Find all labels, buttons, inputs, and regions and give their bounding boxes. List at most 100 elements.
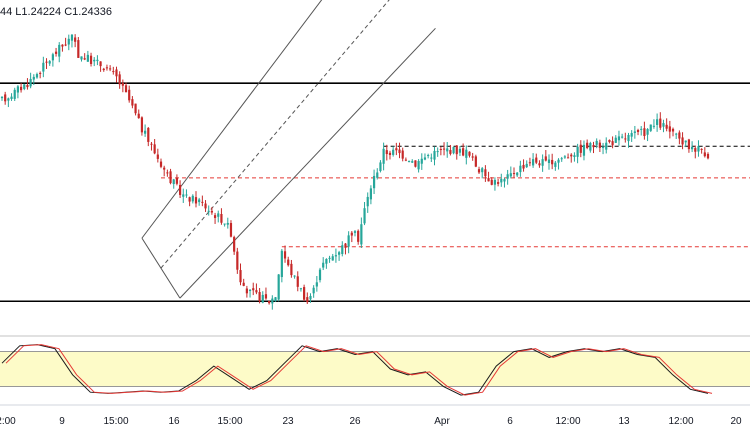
- candle: [586, 139, 589, 150]
- candle: [163, 165, 166, 177]
- candle: [560, 156, 563, 162]
- candle: [334, 248, 338, 263]
- candle: [89, 52, 93, 67]
- candle: [662, 119, 665, 133]
- candle: [617, 130, 621, 146]
- candle: [245, 285, 248, 298]
- candle: [118, 71, 121, 89]
- stochastic-d-line: [5, 344, 713, 396]
- main-price-panel[interactable]: [0, 0, 750, 310]
- candle: [45, 58, 48, 69]
- candle: [264, 287, 268, 300]
- candle: [481, 166, 484, 179]
- candle: [353, 229, 357, 237]
- candle: [407, 160, 411, 163]
- candle: [547, 154, 551, 170]
- candle: [509, 166, 512, 179]
- candle: [627, 132, 630, 148]
- candle: [684, 140, 687, 148]
- candle: [271, 295, 274, 310]
- candle: [93, 57, 96, 67]
- candle: [258, 288, 261, 304]
- candle: [557, 158, 560, 170]
- candle: [341, 241, 344, 257]
- candle: [436, 147, 439, 157]
- candle: [236, 247, 239, 274]
- candle: [226, 217, 229, 229]
- candle: [23, 83, 26, 91]
- candle: [605, 137, 608, 154]
- candle: [484, 165, 487, 182]
- candle: [268, 300, 271, 305]
- candle: [261, 291, 264, 304]
- candle: [26, 78, 29, 90]
- candle: [636, 128, 640, 136]
- candle: [207, 205, 210, 216]
- candle: [487, 171, 490, 182]
- candle: [344, 242, 347, 255]
- candle: [80, 56, 83, 62]
- candle: [140, 116, 144, 136]
- candle: [124, 82, 128, 93]
- candle: [13, 87, 16, 101]
- candle: [153, 138, 156, 155]
- candle: [290, 259, 293, 278]
- candle: [690, 141, 694, 153]
- candle: [77, 37, 80, 58]
- candle: [652, 119, 656, 129]
- candle: [134, 103, 137, 116]
- candle: [703, 147, 706, 158]
- candle: [385, 144, 388, 161]
- candle: [372, 169, 376, 195]
- candle: [576, 143, 579, 164]
- candle: [551, 153, 554, 170]
- candle: [633, 125, 636, 139]
- candle: [678, 130, 681, 145]
- candle: [322, 257, 325, 271]
- candle: [318, 267, 322, 283]
- channel-base-line[interactable]: [141, 237, 181, 299]
- stochastic-panel[interactable]: [0, 335, 750, 396]
- candle: [608, 139, 611, 144]
- candle: [363, 201, 366, 226]
- candle: [159, 158, 163, 169]
- candle: [7, 97, 10, 108]
- candle: [293, 275, 296, 279]
- candle: [70, 33, 74, 48]
- channel-lower-line[interactable]: [179, 27, 436, 299]
- candle: [67, 34, 70, 51]
- candle: [544, 150, 547, 162]
- candle: [541, 154, 544, 172]
- channel-upper-line[interactable]: [141, 0, 346, 239]
- candle: [417, 159, 420, 173]
- candle: [681, 132, 684, 150]
- candle: [379, 160, 382, 173]
- x-tick-label: 16: [168, 416, 180, 427]
- candle: [700, 148, 703, 154]
- candle: [19, 83, 23, 93]
- candle: [535, 153, 538, 165]
- candle: [150, 141, 153, 151]
- candle: [630, 130, 633, 142]
- candle: [500, 173, 503, 187]
- candle: [668, 120, 671, 139]
- candle: [582, 140, 586, 161]
- candle: [369, 185, 373, 205]
- candle: [566, 153, 570, 159]
- candle: [392, 146, 395, 157]
- candle: [490, 177, 493, 186]
- candle: [121, 79, 124, 93]
- channel-median-line[interactable]: [160, 0, 391, 269]
- candle: [430, 153, 433, 162]
- candle: [188, 196, 191, 207]
- candle: [675, 132, 678, 139]
- candle: [96, 55, 99, 66]
- candle: [229, 220, 233, 238]
- candle: [328, 255, 331, 263]
- candle: [649, 124, 652, 133]
- candle: [471, 152, 474, 161]
- candle: [287, 256, 290, 267]
- x-tick-label: 15:00: [217, 416, 242, 427]
- candle: [404, 157, 407, 162]
